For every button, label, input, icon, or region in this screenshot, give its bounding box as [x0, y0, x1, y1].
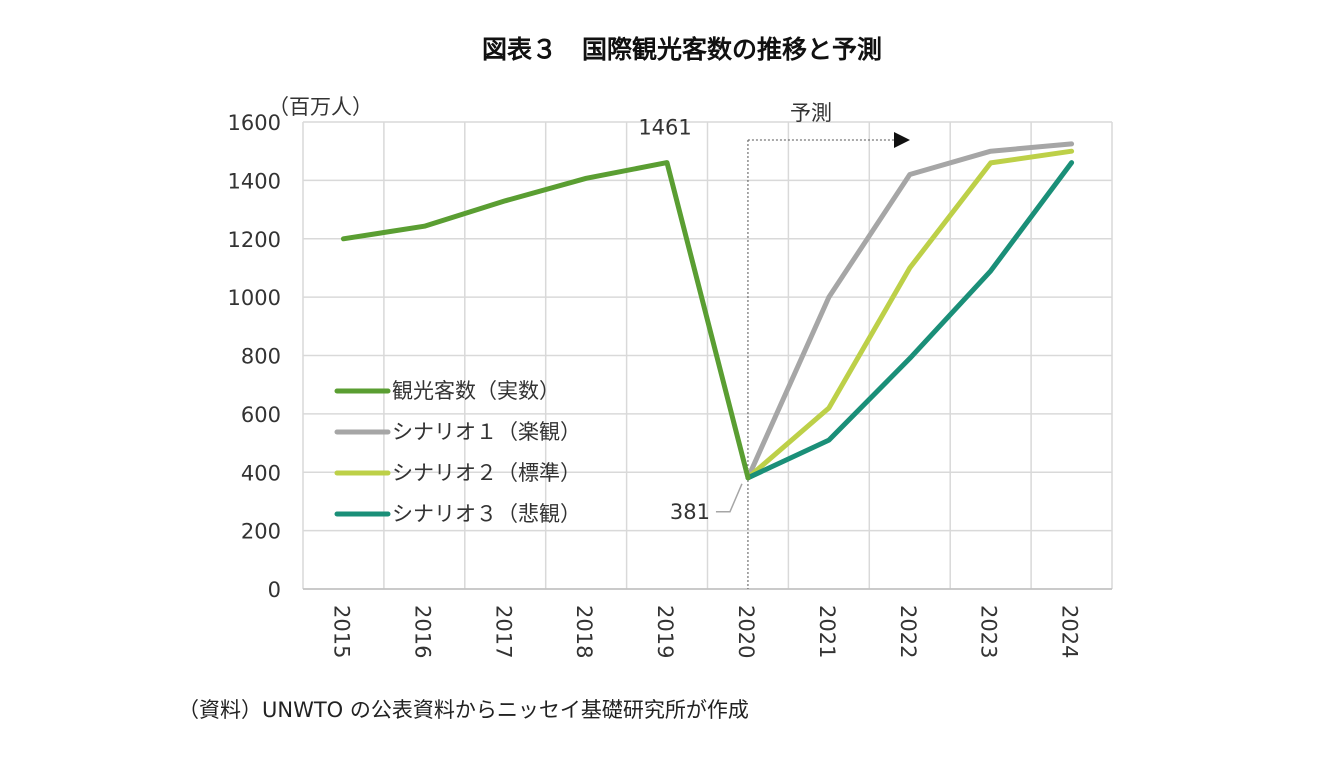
x-tick-label: 2022 — [896, 605, 920, 658]
y-tick-label: 800 — [241, 345, 281, 369]
y-tick-label: 0 — [268, 578, 281, 602]
y-tick-label: 600 — [241, 403, 281, 427]
series-line — [745, 148, 1075, 481]
series-line — [745, 141, 1075, 481]
y-tick-label: 1200 — [228, 228, 281, 252]
y-tick-label: 1400 — [228, 169, 281, 193]
x-tick-label: 2015 — [329, 605, 353, 658]
x-tick-label: 2021 — [815, 605, 839, 658]
data-label: 1461 — [638, 116, 691, 140]
gridlines — [302, 121, 1113, 590]
y-tick-label: 400 — [241, 461, 281, 485]
forecast-arrow-head — [894, 132, 910, 148]
legend-label: 観光客数（実数） — [392, 379, 560, 403]
series-lines — [340, 141, 1075, 481]
chart-title: 図表３ 国際観光客数の推移と予測 — [482, 35, 882, 64]
legend-label: シナリオ１（楽観） — [392, 420, 581, 444]
y-tick-label: 200 — [241, 520, 281, 544]
x-tick-label: 2023 — [977, 605, 1001, 658]
y-unit-label: （百万人） — [268, 95, 373, 119]
x-tick-label: 2016 — [410, 605, 434, 658]
forecast-label: 予測 — [790, 101, 832, 125]
forecast-marker: 予測 — [747, 101, 910, 589]
x-tick-label: 2020 — [734, 605, 758, 658]
x-tick-label: 2018 — [572, 605, 596, 658]
x-tick-label: 2019 — [653, 605, 677, 658]
axes: 0 200 400 600 800 1000 1200 1400 1600 2015 2016 201… — [228, 111, 1112, 658]
data-label: 381 — [670, 500, 710, 524]
x-tick-label: 2017 — [491, 605, 515, 658]
legend-label: シナリオ２（標準） — [392, 461, 581, 485]
series-line — [745, 160, 1075, 481]
series-line — [340, 160, 751, 481]
x-tick-label: 2024 — [1058, 605, 1082, 658]
annotations: 1461 381 — [638, 116, 743, 524]
leader-line — [715, 483, 743, 513]
y-tick-label: 1600 — [228, 111, 281, 135]
legend-label: シナリオ３（悲観） — [392, 502, 581, 526]
source-note: （資料）UNWTO の公表資料からニッセイ基礎研究所が作成 — [178, 698, 749, 722]
legend: 観光客数（実数） シナリオ１（楽観） シナリオ２（標準） シナリオ３（悲観） — [334, 379, 581, 526]
y-tick-label: 1000 — [228, 286, 281, 310]
